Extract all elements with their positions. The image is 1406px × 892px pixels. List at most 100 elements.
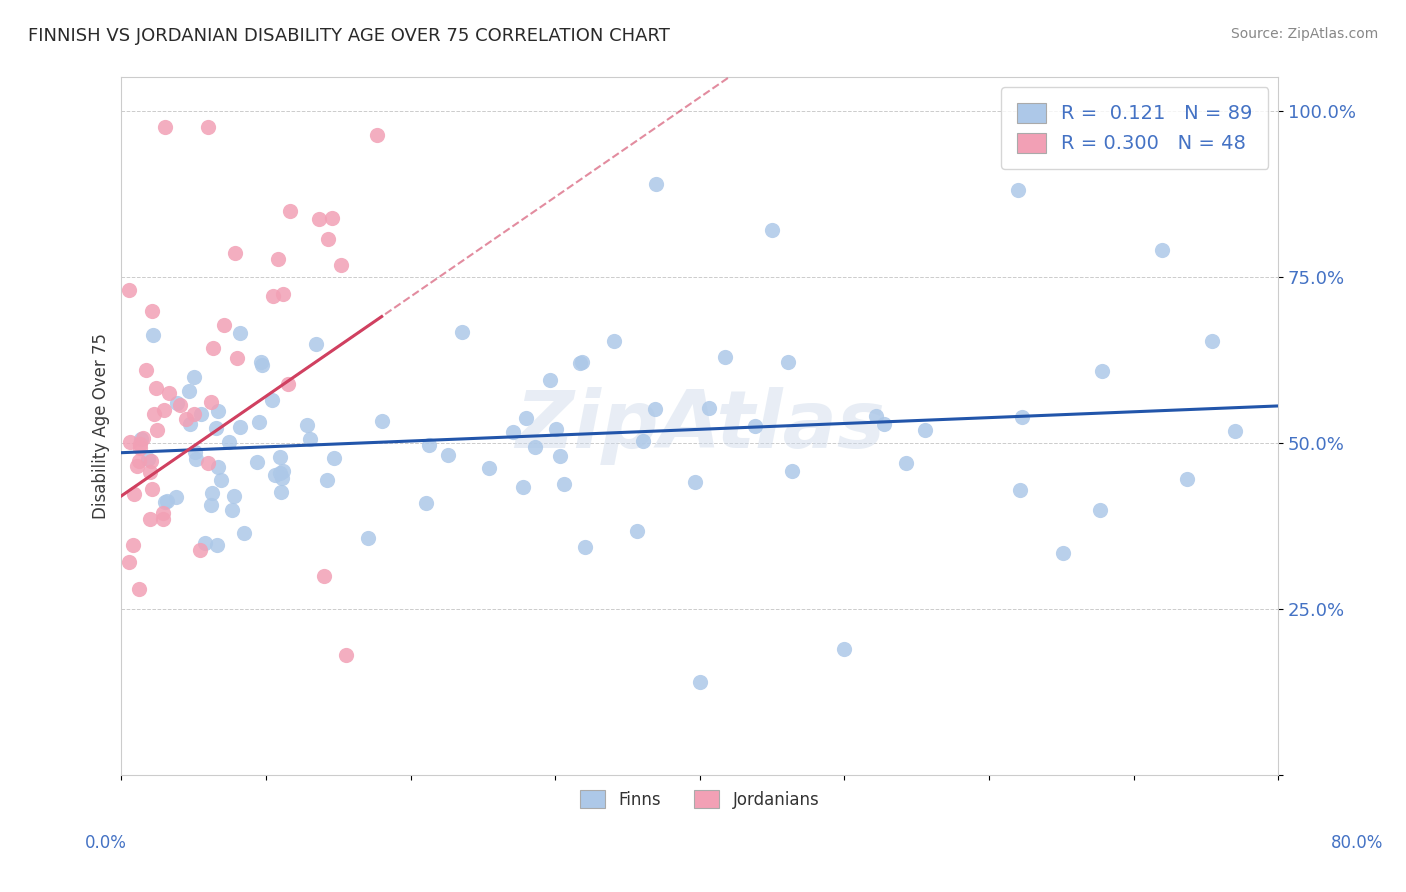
Point	[1223, 425, 1246, 439]
Point	[548, 449, 571, 463]
Point	[118, 555, 141, 569]
Point	[202, 341, 225, 355]
Point	[233, 526, 256, 541]
Point	[1010, 483, 1032, 497]
Point	[145, 381, 167, 395]
Point	[321, 211, 343, 225]
Point	[197, 120, 219, 135]
Point	[141, 304, 163, 318]
Point	[142, 328, 165, 343]
Point	[357, 532, 380, 546]
Point	[226, 351, 249, 366]
Point	[138, 512, 160, 526]
Point	[780, 464, 803, 478]
Point	[262, 289, 284, 303]
Point	[689, 674, 711, 689]
Point	[270, 471, 292, 485]
Point	[295, 418, 318, 433]
Point	[269, 450, 291, 464]
Point	[834, 641, 856, 656]
Point	[250, 358, 273, 372]
Point	[778, 355, 800, 369]
Point	[308, 212, 330, 227]
Point	[152, 506, 174, 520]
Point	[299, 432, 322, 446]
Point	[366, 128, 388, 142]
Point	[207, 538, 229, 552]
Point	[224, 246, 246, 260]
Point	[267, 252, 290, 266]
Point	[323, 451, 346, 466]
Point	[437, 448, 460, 462]
Point	[569, 355, 592, 369]
Point	[165, 491, 187, 505]
Point	[524, 441, 547, 455]
Point	[141, 482, 163, 496]
Point	[146, 423, 169, 437]
Y-axis label: Disability Age Over 75: Disability Age Over 75	[93, 333, 110, 519]
Point	[263, 468, 285, 483]
Point	[246, 455, 269, 469]
Point	[183, 369, 205, 384]
Point	[139, 453, 162, 467]
Point	[122, 487, 145, 501]
Point	[1091, 364, 1114, 378]
Point	[229, 326, 252, 340]
Point	[179, 417, 201, 431]
Point	[153, 120, 176, 135]
Point	[538, 373, 561, 387]
Point	[305, 336, 328, 351]
Point	[221, 503, 243, 517]
Point	[315, 473, 337, 487]
Point	[270, 485, 292, 500]
Text: ZipAtlas: ZipAtlas	[515, 387, 884, 465]
Point	[128, 454, 150, 468]
Point	[744, 419, 766, 434]
Point	[644, 401, 666, 416]
Point	[271, 286, 294, 301]
Point	[546, 422, 568, 436]
Point	[183, 407, 205, 421]
Point	[371, 414, 394, 428]
Point	[683, 475, 706, 489]
Text: 80.0%: 80.0%	[1330, 834, 1384, 852]
Point	[1052, 546, 1074, 560]
Point	[118, 283, 141, 297]
Point	[129, 437, 152, 451]
Point	[122, 538, 145, 552]
Point	[229, 420, 252, 434]
Point	[626, 524, 648, 538]
Point	[190, 543, 212, 558]
Point	[1152, 243, 1174, 257]
Point	[131, 431, 153, 445]
Point	[142, 407, 165, 421]
Point	[128, 582, 150, 596]
Point	[214, 318, 236, 332]
Point	[197, 456, 219, 470]
Point	[193, 536, 215, 550]
Point	[200, 498, 222, 512]
Point	[1088, 502, 1111, 516]
Point	[157, 385, 180, 400]
Point	[478, 460, 501, 475]
Point	[186, 451, 208, 466]
Point	[129, 432, 152, 446]
Point	[1007, 183, 1029, 197]
Point	[184, 445, 207, 459]
Point	[155, 495, 177, 509]
Point	[278, 204, 301, 219]
Text: FINNISH VS JORDANIAN DISABILITY AGE OVER 75 CORRELATION CHART: FINNISH VS JORDANIAN DISABILITY AGE OVER…	[28, 27, 671, 45]
Point	[177, 384, 200, 398]
Legend: Finns, Jordanians: Finns, Jordanians	[574, 784, 827, 815]
Point	[204, 421, 226, 435]
Point	[603, 334, 626, 349]
Point	[277, 377, 299, 392]
Point	[316, 232, 339, 246]
Point	[139, 465, 162, 479]
Point	[250, 355, 273, 369]
Point	[914, 423, 936, 437]
Point	[553, 476, 575, 491]
Point	[645, 177, 668, 191]
Point	[207, 404, 229, 418]
Point	[262, 393, 284, 408]
